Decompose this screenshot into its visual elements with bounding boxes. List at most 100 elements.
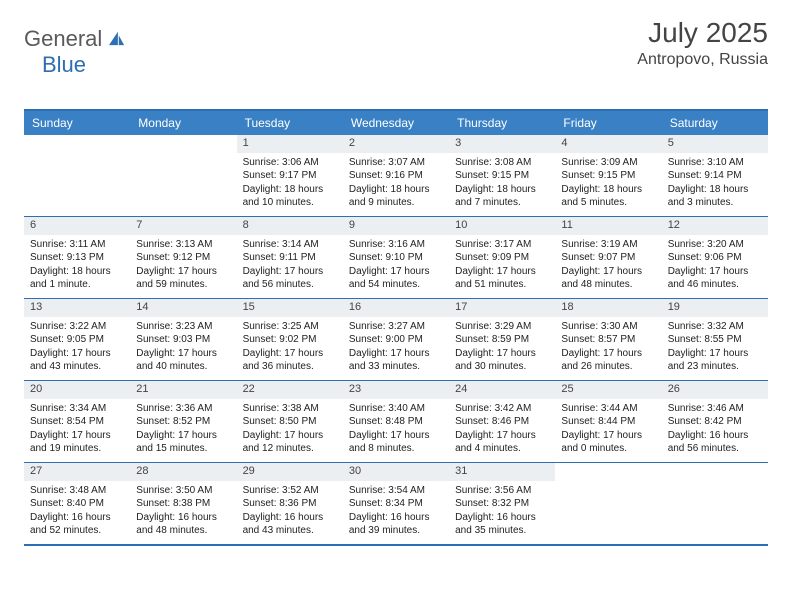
- calendar-header-row: Sunday Monday Tuesday Wednesday Thursday…: [24, 111, 768, 135]
- header-tuesday: Tuesday: [237, 111, 343, 135]
- sunrise-text: Sunrise: 3:34 AM: [30, 402, 124, 416]
- day-number: 17: [449, 299, 555, 317]
- sunrise-text: Sunrise: 3:13 AM: [136, 238, 230, 252]
- sunset-text: Sunset: 8:44 PM: [561, 415, 655, 429]
- daylight-text: Daylight: 18 hours and 9 minutes.: [349, 183, 443, 210]
- title-block: July 2025 Antropovo, Russia: [637, 18, 768, 69]
- header-thursday: Thursday: [449, 111, 555, 135]
- day-details: Sunrise: 3:40 AMSunset: 8:48 PMDaylight:…: [349, 402, 443, 456]
- sunrise-text: Sunrise: 3:11 AM: [30, 238, 124, 252]
- calendar-day: [555, 463, 661, 544]
- calendar-day: 17Sunrise: 3:29 AMSunset: 8:59 PMDayligh…: [449, 299, 555, 380]
- day-details: Sunrise: 3:22 AMSunset: 9:05 PMDaylight:…: [30, 320, 124, 374]
- calendar-day: 18Sunrise: 3:30 AMSunset: 8:57 PMDayligh…: [555, 299, 661, 380]
- day-number: 27: [24, 463, 130, 481]
- daylight-text: Daylight: 18 hours and 3 minutes.: [668, 183, 762, 210]
- daylight-text: Daylight: 17 hours and 51 minutes.: [455, 265, 549, 292]
- sunrise-text: Sunrise: 3:40 AM: [349, 402, 443, 416]
- sunrise-text: Sunrise: 3:22 AM: [30, 320, 124, 334]
- day-details: Sunrise: 3:09 AMSunset: 9:15 PMDaylight:…: [561, 156, 655, 210]
- brand-part2: Blue: [42, 52, 86, 77]
- day-number: 4: [555, 135, 661, 153]
- calendar-day: 5Sunrise: 3:10 AMSunset: 9:14 PMDaylight…: [662, 135, 768, 216]
- day-number: 25: [555, 381, 661, 399]
- sunset-text: Sunset: 9:03 PM: [136, 333, 230, 347]
- sunset-text: Sunset: 9:10 PM: [349, 251, 443, 265]
- sunset-text: Sunset: 8:42 PM: [668, 415, 762, 429]
- calendar-day: 29Sunrise: 3:52 AMSunset: 8:36 PMDayligh…: [237, 463, 343, 544]
- sunrise-text: Sunrise: 3:36 AM: [136, 402, 230, 416]
- day-details: Sunrise: 3:16 AMSunset: 9:10 PMDaylight:…: [349, 238, 443, 292]
- header-wednesday: Wednesday: [343, 111, 449, 135]
- daylight-text: Daylight: 16 hours and 43 minutes.: [243, 511, 337, 538]
- day-details: Sunrise: 3:46 AMSunset: 8:42 PMDaylight:…: [668, 402, 762, 456]
- day-details: Sunrise: 3:17 AMSunset: 9:09 PMDaylight:…: [455, 238, 549, 292]
- sunset-text: Sunset: 9:14 PM: [668, 169, 762, 183]
- day-details: Sunrise: 3:42 AMSunset: 8:46 PMDaylight:…: [455, 402, 549, 456]
- sunset-text: Sunset: 8:54 PM: [30, 415, 124, 429]
- sunset-text: Sunset: 9:06 PM: [668, 251, 762, 265]
- calendar-day: 14Sunrise: 3:23 AMSunset: 9:03 PMDayligh…: [130, 299, 236, 380]
- calendar-day: [24, 135, 130, 216]
- sunset-text: Sunset: 9:09 PM: [455, 251, 549, 265]
- sunrise-text: Sunrise: 3:25 AM: [243, 320, 337, 334]
- calendar-day: 3Sunrise: 3:08 AMSunset: 9:15 PMDaylight…: [449, 135, 555, 216]
- day-number: 11: [555, 217, 661, 235]
- sunset-text: Sunset: 9:17 PM: [243, 169, 337, 183]
- sunrise-text: Sunrise: 3:23 AM: [136, 320, 230, 334]
- sunset-text: Sunset: 9:15 PM: [455, 169, 549, 183]
- day-number: [662, 463, 768, 481]
- calendar-week: 27Sunrise: 3:48 AMSunset: 8:40 PMDayligh…: [24, 463, 768, 546]
- calendar-week: 20Sunrise: 3:34 AMSunset: 8:54 PMDayligh…: [24, 381, 768, 463]
- sunrise-text: Sunrise: 3:20 AM: [668, 238, 762, 252]
- calendar-day: 4 Sunrise: 3:09 AMSunset: 9:15 PMDaylight…: [555, 135, 661, 216]
- calendar-day: 9Sunrise: 3:16 AMSunset: 9:10 PMDaylight…: [343, 217, 449, 298]
- day-details: Sunrise: 3:56 AMSunset: 8:32 PMDaylight:…: [455, 484, 549, 538]
- daylight-text: Daylight: 17 hours and 15 minutes.: [136, 429, 230, 456]
- sunset-text: Sunset: 8:57 PM: [561, 333, 655, 347]
- day-number: 24: [449, 381, 555, 399]
- sunrise-text: Sunrise: 3:16 AM: [349, 238, 443, 252]
- day-number: 31: [449, 463, 555, 481]
- daylight-text: Daylight: 17 hours and 26 minutes.: [561, 347, 655, 374]
- day-number: 2: [343, 135, 449, 153]
- sunrise-text: Sunrise: 3:14 AM: [243, 238, 337, 252]
- day-details: Sunrise: 3:20 AMSunset: 9:06 PMDaylight:…: [668, 238, 762, 292]
- day-number: 12: [662, 217, 768, 235]
- daylight-text: Daylight: 17 hours and 12 minutes.: [243, 429, 337, 456]
- day-number: 8: [237, 217, 343, 235]
- daylight-text: Daylight: 16 hours and 35 minutes.: [455, 511, 549, 538]
- sunset-text: Sunset: 8:34 PM: [349, 497, 443, 511]
- calendar-day: 16Sunrise: 3:27 AMSunset: 9:00 PMDayligh…: [343, 299, 449, 380]
- daylight-text: Daylight: 17 hours and 56 minutes.: [243, 265, 337, 292]
- sunset-text: Sunset: 8:38 PM: [136, 497, 230, 511]
- sunset-text: Sunset: 9:12 PM: [136, 251, 230, 265]
- daylight-text: Daylight: 18 hours and 5 minutes.: [561, 183, 655, 210]
- calendar-day: 2Sunrise: 3:07 AMSunset: 9:16 PMDaylight…: [343, 135, 449, 216]
- day-number: 3: [449, 135, 555, 153]
- day-number: [24, 135, 130, 153]
- header-sunday: Sunday: [24, 111, 130, 135]
- day-number: 28: [130, 463, 236, 481]
- header-saturday: Saturday: [662, 111, 768, 135]
- daylight-text: Daylight: 17 hours and 54 minutes.: [349, 265, 443, 292]
- brand-logo-stack: General Blue: [24, 18, 127, 78]
- day-number: 22: [237, 381, 343, 399]
- sunset-text: Sunset: 8:52 PM: [136, 415, 230, 429]
- sunrise-text: Sunrise: 3:19 AM: [561, 238, 655, 252]
- day-details: Sunrise: 3:19 AMSunset: 9:07 PMDaylight:…: [561, 238, 655, 292]
- calendar-day: 8 Sunrise: 3:14 AMSunset: 9:11 PMDaylight…: [237, 217, 343, 298]
- sunset-text: Sunset: 9:11 PM: [243, 251, 337, 265]
- daylight-text: Daylight: 17 hours and 40 minutes.: [136, 347, 230, 374]
- sunrise-text: Sunrise: 3:07 AM: [349, 156, 443, 170]
- sunset-text: Sunset: 8:55 PM: [668, 333, 762, 347]
- calendar-day: 31 Sunrise: 3:56 AMSunset: 8:32 PMDayligh…: [449, 463, 555, 544]
- sunset-text: Sunset: 9:13 PM: [30, 251, 124, 265]
- sunset-text: Sunset: 9:15 PM: [561, 169, 655, 183]
- sunrise-text: Sunrise: 3:38 AM: [243, 402, 337, 416]
- calendar-day: 7Sunrise: 3:13 AMSunset: 9:12 PMDaylight…: [130, 217, 236, 298]
- sunset-text: Sunset: 9:02 PM: [243, 333, 337, 347]
- day-number: 16: [343, 299, 449, 317]
- sunset-text: Sunset: 8:46 PM: [455, 415, 549, 429]
- daylight-text: Daylight: 17 hours and 59 minutes.: [136, 265, 230, 292]
